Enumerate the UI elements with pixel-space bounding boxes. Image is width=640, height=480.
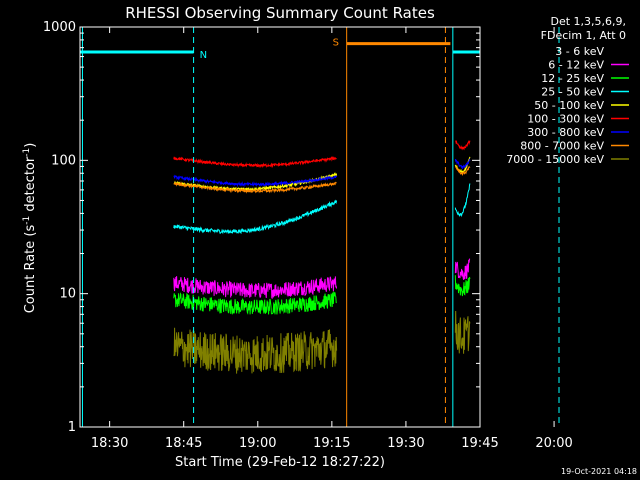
legend: Det 1,3,5,6,9, FDecim 1, Att 0 3 - 6 keV… — [506, 15, 629, 166]
legend-entry-label: 800 - 7000 keV — [520, 140, 604, 153]
series-line — [454, 158, 471, 170]
flag-label: N — [200, 50, 207, 61]
series-line — [455, 140, 471, 151]
generated-timestamp: 19-Oct-2021 04:18 — [561, 467, 637, 476]
x-tick-label: 18:30 — [91, 436, 128, 451]
legend-entry-label: 12 - 25 keV — [541, 72, 604, 85]
series-line — [173, 181, 337, 194]
series-line — [454, 275, 471, 297]
series-line — [455, 165, 471, 176]
legend-entry-label: 6 - 12 keV — [548, 59, 604, 72]
x-tick-label: 19:30 — [387, 436, 424, 451]
series-line — [173, 174, 338, 188]
legend-entry-label: 300 - 800 keV — [527, 126, 604, 139]
series-line — [454, 258, 471, 280]
x-tick-label: 19:00 — [239, 436, 276, 451]
y-axis-ticks: 1 10 100 1000 — [43, 20, 480, 435]
chart-title: RHESSI Observing Summary Count Rates — [125, 4, 435, 22]
series-line — [173, 156, 337, 169]
flag-bars: NS — [80, 38, 480, 61]
series-line — [173, 276, 338, 299]
series-line — [173, 199, 338, 235]
flag-label: S — [333, 38, 339, 49]
x-axis-ticks: 18:30 18:45 19:00 19:15 19:30 19:45 20:00 — [91, 27, 573, 451]
legend-header-2: FDecim 1, Att 0 — [541, 29, 626, 42]
marker-lines — [81, 27, 560, 427]
series-line — [454, 183, 471, 218]
series-line — [454, 310, 471, 354]
y-tick-label: 1000 — [43, 20, 76, 35]
y-tick-label: 1 — [68, 420, 76, 435]
legend-entry-label: 3 - 6 keV — [555, 45, 604, 58]
legend-header-1: Det 1,3,5,6,9, — [550, 15, 626, 28]
y-tick-label: 100 — [51, 153, 76, 168]
y-tick-label: 10 — [59, 287, 76, 302]
legend-entry-label: 25 - 50 keV — [541, 86, 604, 99]
x-tick-label: 19:45 — [461, 436, 498, 451]
y-axis-label: Count Rate (s-1 detector-1) — [22, 143, 38, 314]
legend-entry-label: 100 - 300 keV — [527, 113, 604, 126]
plot-frame — [79, 26, 481, 428]
x-tick-label: 18:45 — [165, 436, 202, 451]
series-line — [173, 327, 338, 374]
series-line — [173, 291, 337, 315]
x-tick-label: 20:00 — [535, 436, 572, 451]
legend-entry-label: 7000 - 15000 keV — [506, 153, 604, 166]
x-tick-label: 19:15 — [313, 436, 350, 451]
series-traces — [173, 140, 471, 414]
x-axis-label: Start Time (29-Feb-12 18:27:22) — [175, 455, 385, 470]
legend-entry-label: 50 - 100 keV — [534, 99, 604, 112]
